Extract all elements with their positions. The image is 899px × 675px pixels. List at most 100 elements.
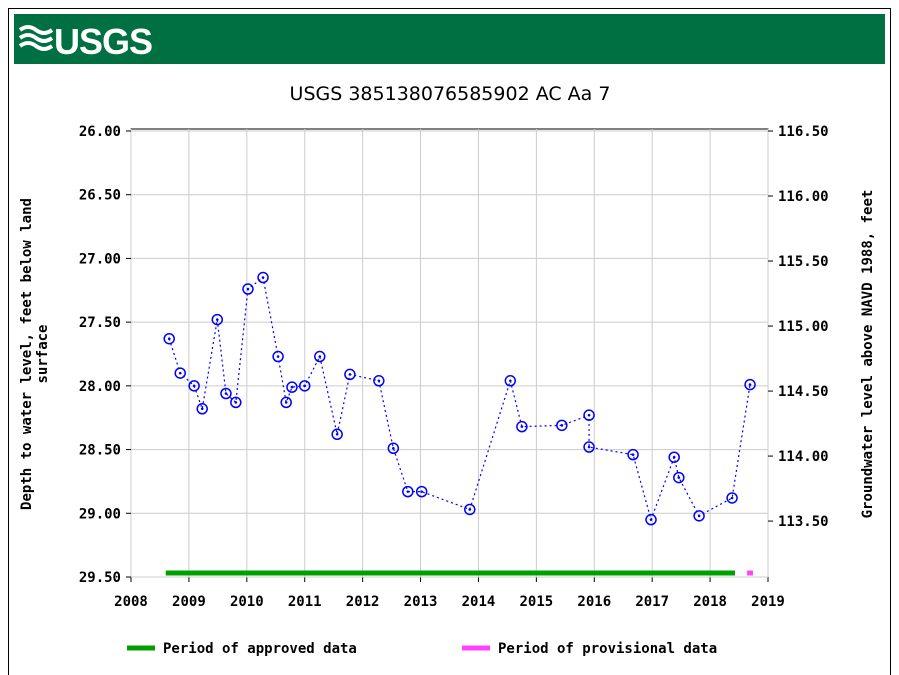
y-tick-label: 28.00 bbox=[79, 379, 121, 395]
y-tick-label: 28.50 bbox=[79, 443, 121, 459]
point-dot bbox=[587, 413, 591, 417]
y2-tick-label: 116.00 bbox=[778, 189, 829, 205]
point-ring bbox=[464, 503, 476, 516]
y-tick-label: 27.50 bbox=[79, 315, 121, 331]
point-ring bbox=[693, 510, 705, 522]
point-dot bbox=[178, 371, 182, 375]
y2-tick-label: 115.00 bbox=[778, 319, 829, 335]
point-ring bbox=[298, 380, 311, 392]
data-point bbox=[230, 396, 242, 409]
point-dot bbox=[234, 401, 238, 404]
y2-tick-label: 116.50 bbox=[778, 124, 829, 140]
point-ring bbox=[673, 471, 685, 484]
x-tick-label: 2017 bbox=[635, 594, 669, 610]
data-point bbox=[280, 396, 292, 409]
frame bbox=[8, 8, 891, 675]
point-ring bbox=[556, 419, 568, 432]
point-dot bbox=[335, 432, 339, 436]
data-point bbox=[583, 441, 595, 453]
y2-tick-label: 113.50 bbox=[778, 514, 829, 530]
x-tick-label: 2015 bbox=[520, 594, 554, 610]
point-dot bbox=[290, 385, 294, 389]
point-ring bbox=[220, 387, 232, 400]
point-dot bbox=[468, 508, 472, 511]
y-tick-label: 26.50 bbox=[79, 188, 121, 204]
x-tick-label: 2019 bbox=[751, 594, 785, 610]
point-ring bbox=[230, 396, 242, 409]
point-ring bbox=[272, 350, 284, 363]
point-ring bbox=[211, 313, 224, 326]
data-point bbox=[196, 403, 208, 415]
x-tick-label: 2008 bbox=[114, 594, 148, 610]
point-ring bbox=[387, 442, 400, 455]
point-ring bbox=[331, 428, 343, 441]
x-tick-label: 2012 bbox=[346, 594, 380, 610]
data-point bbox=[211, 313, 224, 326]
data-point bbox=[272, 350, 284, 363]
point-ring bbox=[280, 396, 292, 409]
y-axis-label: surface bbox=[35, 324, 51, 383]
point-ring bbox=[196, 403, 208, 415]
chart-title: USGS 385138076585902 AC Aa 7 bbox=[290, 83, 611, 105]
point-ring bbox=[402, 485, 414, 498]
data-point bbox=[402, 485, 414, 498]
point-ring bbox=[188, 380, 200, 392]
data-point bbox=[286, 381, 298, 393]
point-ring bbox=[744, 378, 756, 391]
point-dot bbox=[167, 337, 171, 341]
point-ring bbox=[627, 448, 639, 461]
point-ring bbox=[242, 283, 254, 295]
x-tick-label: 2018 bbox=[693, 594, 727, 610]
data-point bbox=[331, 428, 343, 441]
data-point bbox=[516, 420, 528, 433]
point-dot bbox=[697, 514, 701, 518]
data-point bbox=[314, 350, 326, 363]
point-dot bbox=[509, 379, 512, 383]
point-dot bbox=[377, 379, 381, 383]
data-point bbox=[726, 492, 738, 504]
x-tick-label: 2014 bbox=[462, 594, 496, 610]
data-point bbox=[504, 375, 517, 387]
point-dot bbox=[261, 276, 265, 279]
legend-label: Period of provisional data bbox=[498, 641, 717, 657]
point-dot bbox=[406, 490, 410, 493]
data-point bbox=[415, 485, 428, 498]
point-dot bbox=[192, 384, 196, 388]
point-dot bbox=[392, 446, 395, 450]
point-dot bbox=[284, 401, 288, 404]
point-ring bbox=[645, 513, 657, 526]
point-dot bbox=[200, 407, 204, 411]
data-point bbox=[673, 471, 685, 484]
point-ring bbox=[583, 441, 595, 453]
data-point bbox=[257, 271, 269, 284]
point-ring bbox=[257, 271, 269, 284]
logo: USGS bbox=[18, 21, 153, 62]
data-point bbox=[583, 409, 595, 421]
data-point bbox=[220, 387, 232, 400]
data-point bbox=[298, 380, 311, 392]
data-point bbox=[387, 442, 400, 455]
legend-label: Period of approved data bbox=[163, 641, 357, 657]
x-tick-label: 2009 bbox=[172, 594, 206, 610]
data-point bbox=[693, 510, 705, 522]
point-ring bbox=[726, 492, 738, 504]
point-ring bbox=[516, 420, 528, 433]
point-dot bbox=[649, 518, 653, 521]
point-dot bbox=[677, 476, 681, 479]
logo-waves bbox=[18, 25, 54, 51]
x-tick-label: 2011 bbox=[288, 594, 322, 610]
data-point bbox=[627, 448, 639, 461]
point-dot bbox=[224, 392, 228, 395]
y-tick-label: 29.00 bbox=[79, 506, 121, 522]
point-dot bbox=[631, 453, 635, 456]
point-dot bbox=[560, 424, 564, 427]
point-ring bbox=[583, 409, 595, 421]
series-line bbox=[168, 276, 751, 522]
point-dot bbox=[246, 287, 250, 291]
data-point bbox=[556, 419, 568, 432]
point-dot bbox=[520, 425, 524, 428]
data-point bbox=[242, 283, 254, 295]
point-ring bbox=[668, 451, 680, 463]
point-dot bbox=[748, 383, 752, 386]
y-tick-label: 26.00 bbox=[79, 124, 121, 140]
